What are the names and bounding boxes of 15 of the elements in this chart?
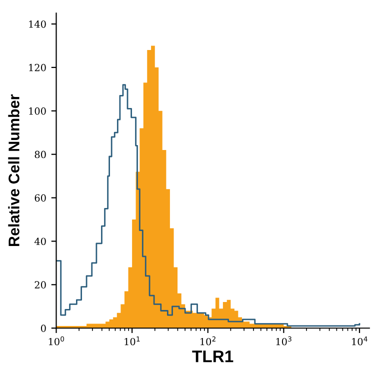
x-tick-label: 10$^{3}$ <box>276 336 292 346</box>
y-tick-label: 0 <box>40 324 46 332</box>
x-tick-label: 10$^{2}$ <box>200 336 216 346</box>
x-axis-title: TLR1 <box>192 350 234 362</box>
x-tick-label: 10$^{0}$ <box>48 336 64 346</box>
y-tick-label: 120 <box>29 64 46 72</box>
y-axis-title: Relative Cell Number <box>8 94 20 246</box>
y-tick-label: 20 <box>34 281 46 289</box>
y-tick-label: 100 <box>29 107 46 115</box>
x-tick-label: 10$^{1}$ <box>124 336 140 346</box>
y-tick-label: 80 <box>34 150 46 158</box>
y-tick-label: 60 <box>34 194 46 202</box>
x-tick-label: 10$^{4}$ <box>352 336 368 346</box>
y-tick-label: 140 <box>29 20 46 28</box>
y-tick-label: 40 <box>34 238 46 246</box>
